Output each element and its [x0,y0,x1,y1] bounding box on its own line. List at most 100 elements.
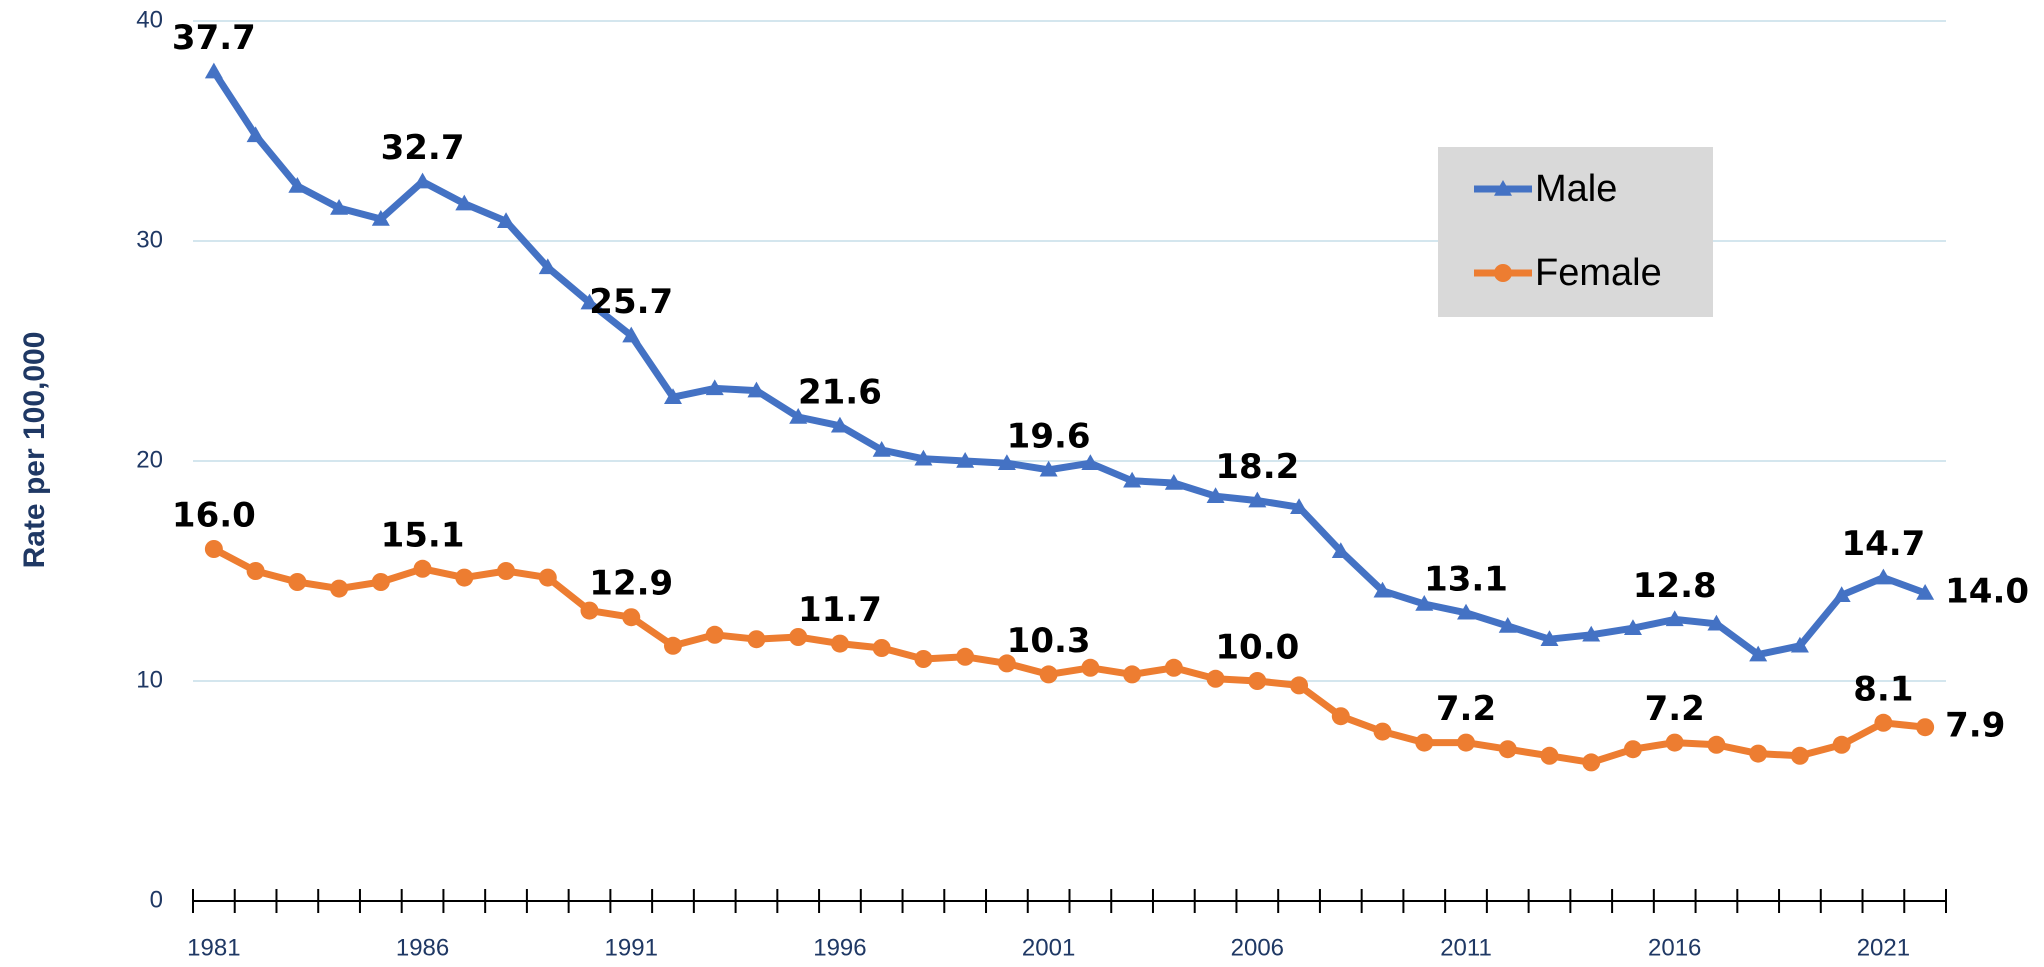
data-label: 19.6 [1007,416,1091,456]
data-label: 16.0 [172,496,256,536]
point [455,194,474,211]
point [1832,586,1851,602]
x-tick-label: 1991 [605,934,658,961]
data-label: 14.0 [1945,572,2029,612]
point [622,608,641,627]
point [1707,735,1726,754]
point [580,293,599,310]
x-tick-label: 1981 [187,934,240,961]
x-tick-label: 2001 [1022,934,1075,961]
data-label: 13.1 [1424,559,1508,599]
y-tick-label: 20 [136,446,163,473]
legend-marker [1494,180,1512,196]
point [997,454,1016,470]
point [1457,733,1476,752]
point [538,568,557,587]
data-label: 7.2 [1645,689,1705,729]
point [1290,676,1309,695]
point [956,647,975,666]
point [1123,471,1142,488]
line [210,69,1927,659]
y-axis-label: Rate per 100,000 [18,332,51,569]
point [747,630,766,649]
point [1540,630,1559,646]
point [1039,665,1058,684]
data-label: 14.7 [1841,524,1925,564]
point [1623,740,1642,759]
point [330,579,349,598]
point [246,562,265,580]
point [1248,672,1267,690]
data-label: 21.6 [798,372,882,412]
x-tick-label: 1996 [813,934,866,961]
data-label: 8.1 [1853,669,1913,709]
point [1498,617,1517,633]
point [1331,707,1350,726]
point [1749,744,1768,763]
point [1373,722,1392,741]
data-label: 12.9 [589,564,673,604]
point [246,126,265,143]
point [288,177,307,193]
data-label: 7.9 [1945,706,2005,746]
point [497,562,516,580]
point [789,628,808,646]
point [914,449,933,466]
point [789,408,808,424]
point [663,636,682,655]
data-label: 11.7 [798,590,882,630]
point [1707,614,1726,631]
point [872,639,891,657]
point [1081,454,1100,470]
point [1498,740,1517,759]
point [1164,474,1183,490]
x-tick-label: 2011 [1440,934,1492,961]
point [1623,619,1642,635]
point [580,601,599,620]
point [830,416,849,433]
point [705,625,724,644]
point [1874,568,1893,585]
y-tick-label: 30 [136,226,163,253]
point [663,388,682,404]
point [1206,487,1225,503]
data-label: 15.1 [381,515,465,555]
point [1582,625,1601,642]
y-tick-label: 40 [136,6,163,33]
point [1415,733,1434,752]
point [1164,658,1183,677]
point [455,568,474,587]
data-label: 25.7 [589,282,673,322]
point [1206,669,1225,688]
x-tick-label: 2021 [1857,934,1910,961]
point [1790,636,1809,653]
data-label: 12.8 [1633,566,1717,606]
data-label: 32.7 [381,128,465,168]
data-label: 7.2 [1436,689,1496,729]
point [1540,746,1559,765]
point [1373,581,1392,598]
point [1832,735,1851,754]
point [497,212,516,228]
legend-marker [1494,264,1512,282]
point [1248,491,1267,508]
point [1039,460,1058,477]
point [330,199,349,215]
x-tick-label: 2006 [1231,934,1284,961]
point [914,650,933,668]
data-label: 37.7 [172,18,256,58]
point [1665,733,1684,752]
point [413,559,432,578]
point [997,654,1016,673]
point [956,452,975,468]
point [204,540,223,558]
point [1081,658,1100,677]
data-label: 10.0 [1215,628,1299,668]
point [1874,713,1893,732]
point [371,210,390,226]
x-tick-label: 1986 [396,934,449,961]
point [1290,498,1309,514]
legend-box [1438,147,1713,317]
point [872,441,891,457]
